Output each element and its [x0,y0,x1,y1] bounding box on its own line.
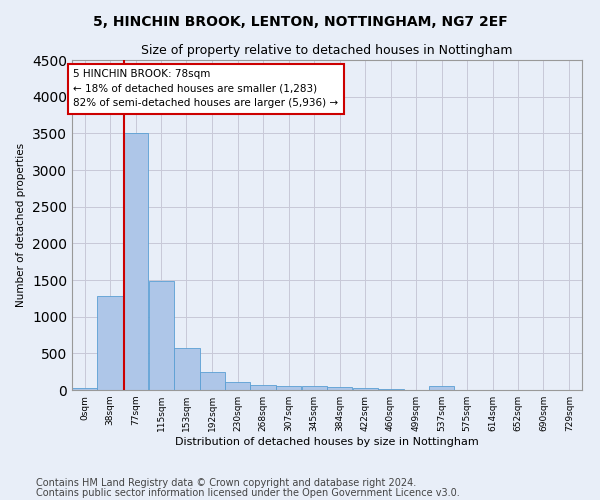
Bar [124,134,148,390]
Bar [276,386,301,390]
Bar [429,386,454,390]
Bar [149,282,173,390]
Bar [72,388,97,390]
Bar [353,388,378,390]
Bar [378,388,404,390]
Bar [225,382,250,390]
Bar [174,348,199,390]
Text: 5 HINCHIN BROOK: 78sqm
← 18% of detached houses are smaller (1,283)
82% of semi-: 5 HINCHIN BROOK: 78sqm ← 18% of detached… [73,69,338,108]
Text: 5, HINCHIN BROOK, LENTON, NOTTINGHAM, NG7 2EF: 5, HINCHIN BROOK, LENTON, NOTTINGHAM, NG… [92,15,508,29]
Text: Contains public sector information licensed under the Open Government Licence v3: Contains public sector information licen… [36,488,460,498]
Title: Size of property relative to detached houses in Nottingham: Size of property relative to detached ho… [141,44,513,58]
Bar [200,372,225,390]
Bar [302,386,327,390]
Bar [328,386,352,390]
Y-axis label: Number of detached properties: Number of detached properties [16,143,26,307]
X-axis label: Distribution of detached houses by size in Nottingham: Distribution of detached houses by size … [175,437,479,447]
Text: Contains HM Land Registry data © Crown copyright and database right 2024.: Contains HM Land Registry data © Crown c… [36,478,416,488]
Bar [97,296,123,390]
Bar [250,384,276,390]
